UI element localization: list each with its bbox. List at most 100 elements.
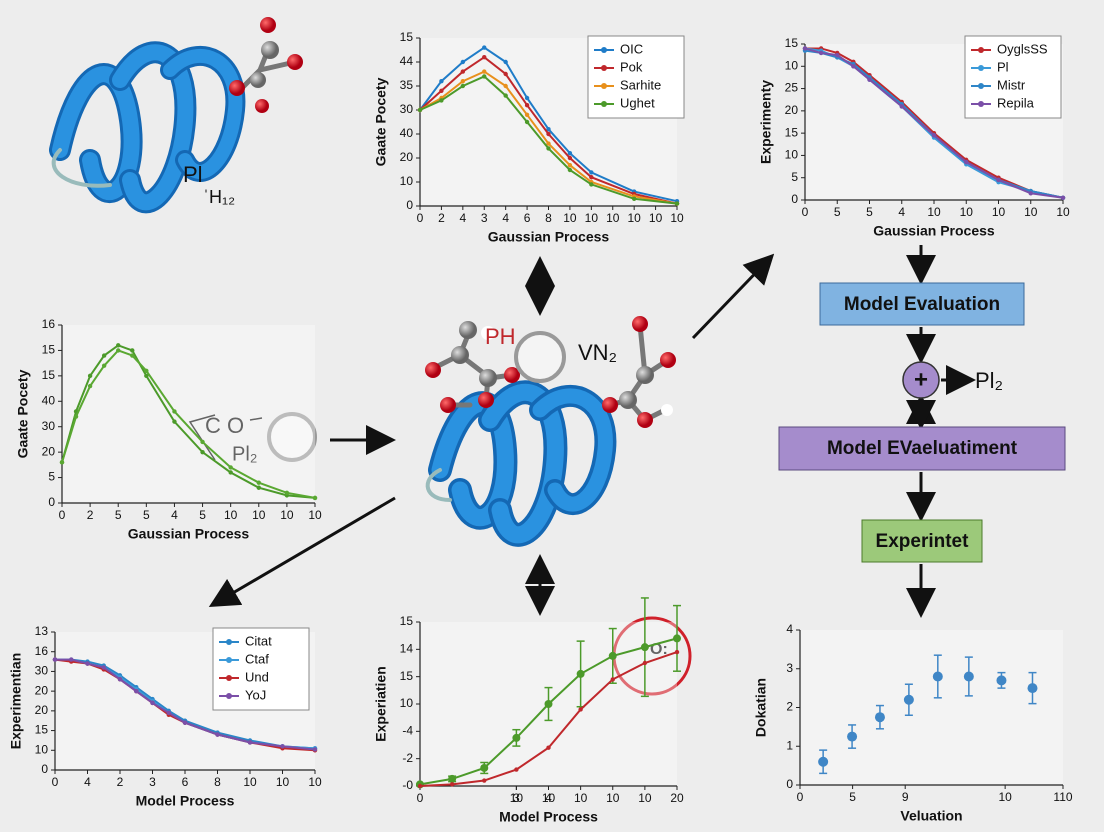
point (1027, 683, 1038, 694)
y-tick-label: 10 (400, 174, 414, 188)
x-tick-label: 0 (417, 791, 424, 805)
y-tick-label: 0 (48, 495, 55, 509)
x-tick-label: 0 (802, 205, 809, 219)
point (101, 353, 107, 358)
label: Pl (183, 162, 203, 187)
y-tick-label: 16 (42, 317, 56, 331)
y-tick-label: 20 (42, 444, 56, 458)
point (524, 103, 530, 108)
y-tick-label: 10 (785, 148, 799, 162)
x-tick-label: 10 (1056, 205, 1070, 219)
point (172, 409, 177, 414)
node-label: Experintet (876, 531, 970, 552)
point (899, 104, 904, 109)
point (874, 712, 885, 723)
point (439, 88, 444, 94)
point (546, 745, 551, 750)
x-tick-label: 0 (417, 211, 424, 225)
y-tick-label: -2 (402, 751, 413, 765)
y-tick-label: 15 (42, 343, 56, 357)
x-axis-label: Gaussian Process (128, 526, 250, 542)
node-box (778, 426, 1066, 471)
x-tick-label: 6 (182, 775, 189, 789)
y-tick-label: 0 (791, 192, 798, 206)
point (144, 368, 149, 373)
y-tick-label: 4 (786, 622, 793, 636)
point (1028, 191, 1033, 196)
legend-label: Ctaf (245, 651, 269, 666)
arrows (208, 245, 976, 618)
point (448, 774, 457, 783)
point (460, 79, 466, 84)
point (503, 59, 508, 65)
plot-area (800, 630, 1063, 785)
point (503, 83, 508, 89)
point (117, 677, 123, 682)
legend-label: Citat (245, 633, 272, 648)
label: PH (485, 324, 516, 349)
y-axis-label: Experiatien (373, 666, 389, 741)
point (512, 733, 521, 742)
legend-label: Mistr (997, 77, 1026, 92)
x-tick-label: 10 (542, 791, 556, 805)
point (256, 480, 261, 485)
point (674, 201, 680, 206)
legend-label: OyglsSS (997, 41, 1048, 56)
legend-marker (978, 101, 984, 107)
x-tick-label: 4 (898, 205, 905, 219)
y-tick-label: 10 (35, 742, 49, 756)
point (546, 141, 551, 146)
node-box (819, 282, 1025, 326)
y-tick-label: 0 (406, 198, 413, 212)
legend-marker (978, 47, 984, 53)
point (85, 661, 90, 666)
point (116, 348, 121, 353)
y-tick-label: 14 (400, 642, 414, 656)
y-axis-label: Dokatian (753, 678, 769, 737)
x-tick-label: 3 (513, 791, 520, 805)
x-tick-label: 10 (510, 791, 524, 805)
x-axis-label: Gaussian Process (488, 229, 610, 245)
y-tick-label: 15 (42, 368, 56, 382)
legend-label: Und (245, 669, 269, 684)
x-tick-label: 3 (149, 775, 156, 789)
y-tick-label: 15 (400, 614, 414, 628)
protein-top (49, 17, 303, 214)
point (116, 343, 121, 348)
y-tick-label: 1 (786, 738, 793, 752)
y-tick-label: 35 (400, 78, 414, 92)
node-box (861, 519, 983, 563)
point (964, 159, 969, 165)
point (1060, 195, 1066, 200)
point (932, 671, 943, 682)
x-tick-label: 10 (1024, 205, 1038, 219)
x-axis-label: Model Process (499, 809, 598, 825)
x-tick-label: 10 (960, 205, 974, 219)
label: C O (205, 413, 244, 438)
point (996, 675, 1007, 686)
y-tick-label: -0 (402, 778, 413, 792)
point (284, 490, 290, 496)
point (576, 669, 585, 678)
x-tick-label: 10 (927, 205, 941, 219)
point (101, 363, 107, 368)
point (101, 665, 106, 670)
x-tick-label: 10 (308, 508, 322, 522)
point (460, 59, 466, 65)
point (674, 649, 680, 655)
point (130, 348, 135, 353)
y-tick-label: 40 (42, 393, 56, 407)
y-tick-label: 30 (35, 664, 49, 678)
point (514, 767, 519, 772)
x-tick-label: 8 (214, 775, 221, 789)
point (228, 465, 233, 470)
point (524, 119, 530, 125)
point (567, 155, 573, 161)
y-tick-label: 13 (35, 624, 49, 638)
x-tick-label: 4 (84, 775, 91, 789)
y-tick-label: 10 (400, 696, 414, 710)
y-axis-label: Experimenty (758, 80, 774, 164)
point (673, 634, 681, 643)
y-tick-label: 5 (48, 470, 55, 484)
node-label: + (914, 366, 928, 393)
